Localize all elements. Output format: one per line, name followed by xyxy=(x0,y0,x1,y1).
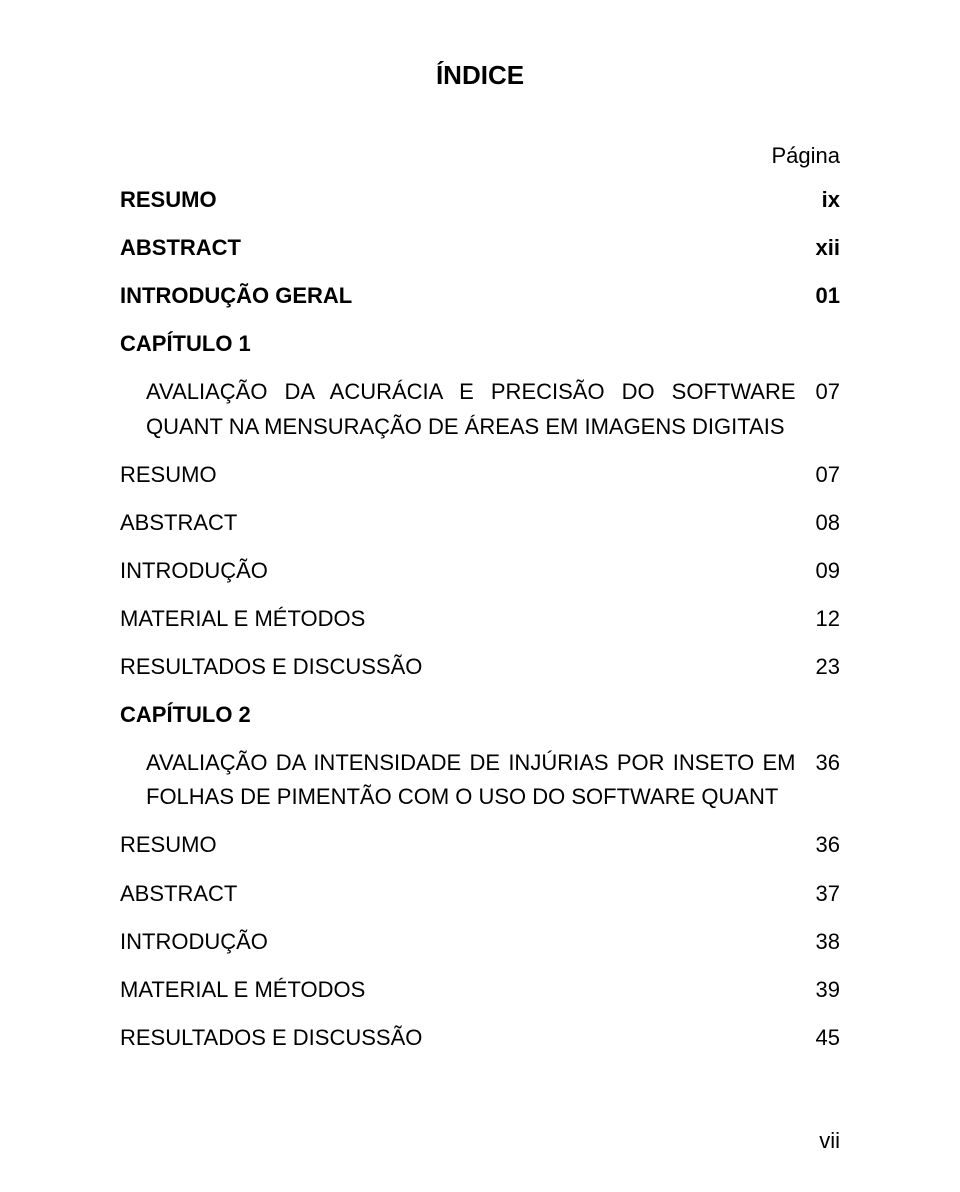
toc-row: INTRODUÇÃO GERAL01 xyxy=(120,279,840,313)
toc-row: AVALIAÇÃO DA ACURÁCIA E PRECISÃO DO SOFT… xyxy=(120,375,840,443)
toc-row: RESULTADOS E DISCUSSÃO23 xyxy=(120,650,840,684)
toc-label: INTRODUÇÃO GERAL xyxy=(120,279,816,313)
toc-page-number: 08 xyxy=(816,506,840,540)
toc-row: RESUMOix xyxy=(120,183,840,217)
toc-label: CAPÍTULO 1 xyxy=(120,327,840,361)
toc-label: RESULTADOS E DISCUSSÃO xyxy=(120,650,816,684)
toc-page-number: ix xyxy=(822,183,840,217)
toc-label: CAPÍTULO 2 xyxy=(120,698,840,732)
toc-row: INTRODUÇÃO38 xyxy=(120,925,840,959)
toc-row: RESUMO36 xyxy=(120,828,840,862)
toc-row: CAPÍTULO 2 xyxy=(120,698,840,732)
toc-page-number: 23 xyxy=(816,650,840,684)
toc-row: CAPÍTULO 1 xyxy=(120,327,840,361)
toc-container: Página RESUMOixABSTRACTxiiINTRODUÇÃO GER… xyxy=(120,139,840,1055)
toc-page-number: 39 xyxy=(816,973,840,1007)
toc-page-number: 45 xyxy=(816,1021,840,1055)
page-number-footer: vii xyxy=(819,1128,840,1154)
toc-page-number: 36 xyxy=(816,828,840,862)
toc-label: ABSTRACT xyxy=(120,877,816,911)
toc-page-number: 37 xyxy=(816,877,840,911)
toc-label: INTRODUÇÃO xyxy=(120,925,816,959)
toc-row: INTRODUÇÃO09 xyxy=(120,554,840,588)
toc-label: RESULTADOS E DISCUSSÃO xyxy=(120,1021,816,1055)
toc-label: MATERIAL E MÉTODOS xyxy=(120,973,816,1007)
toc-row: RESUMO07 xyxy=(120,458,840,492)
toc-label: ABSTRACT xyxy=(120,231,816,265)
toc-label: MATERIAL E MÉTODOS xyxy=(120,602,816,636)
toc-row: RESULTADOS E DISCUSSÃO45 xyxy=(120,1021,840,1055)
toc-label: AVALIAÇÃO DA INTENSIDADE DE INJÚRIAS POR… xyxy=(120,746,816,814)
toc-row: MATERIAL E MÉTODOS39 xyxy=(120,973,840,1007)
page-header-label: Página xyxy=(771,143,840,168)
toc-page-number: xii xyxy=(816,231,840,265)
toc-row: ABSTRACT08 xyxy=(120,506,840,540)
toc-row: ABSTRACT37 xyxy=(120,877,840,911)
toc-page-number: 07 xyxy=(816,458,840,492)
toc-label: ABSTRACT xyxy=(120,506,816,540)
toc-label: AVALIAÇÃO DA ACURÁCIA E PRECISÃO DO SOFT… xyxy=(120,375,816,443)
toc-row: AVALIAÇÃO DA INTENSIDADE DE INJÚRIAS POR… xyxy=(120,746,840,814)
page-header-row: Página xyxy=(120,139,840,173)
toc-row: MATERIAL E MÉTODOS12 xyxy=(120,602,840,636)
index-title: ÍNDICE xyxy=(120,60,840,91)
toc-row: ABSTRACTxii xyxy=(120,231,840,265)
toc-page-number: 09 xyxy=(816,554,840,588)
toc-page-number: 12 xyxy=(816,602,840,636)
toc-label: INTRODUÇÃO xyxy=(120,554,816,588)
toc-page-number: 01 xyxy=(816,279,840,313)
toc-label: RESUMO xyxy=(120,183,822,217)
toc-page-number: 38 xyxy=(816,925,840,959)
toc-label: RESUMO xyxy=(120,458,816,492)
toc-label: RESUMO xyxy=(120,828,816,862)
toc-page-number: 07 xyxy=(816,375,840,409)
toc-page-number: 36 xyxy=(816,746,840,780)
